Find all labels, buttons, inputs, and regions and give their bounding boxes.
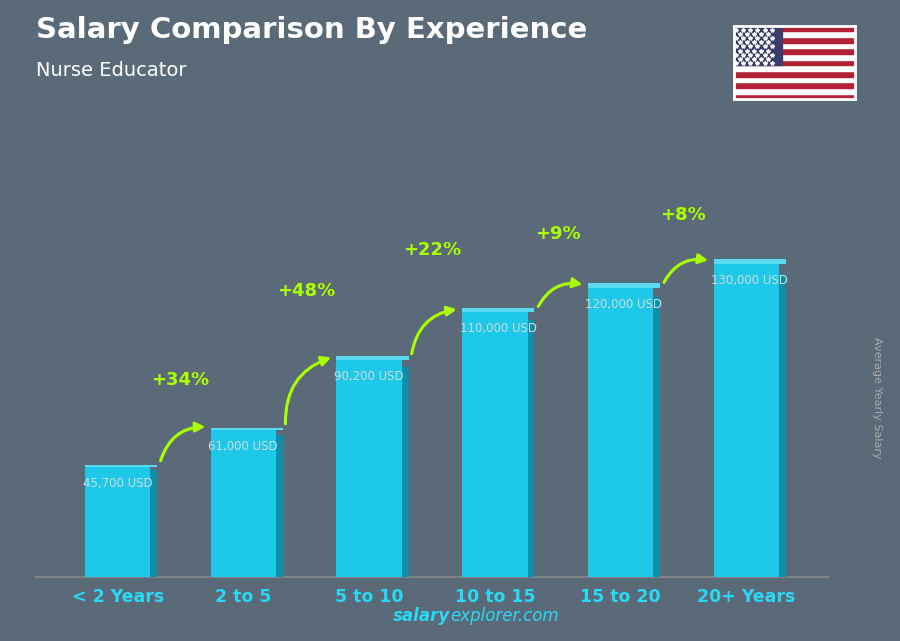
Bar	[337, 360, 401, 577]
Text: Nurse Educator: Nurse Educator	[36, 61, 186, 80]
Text: Salary Comparison By Experience: Salary Comparison By Experience	[36, 16, 587, 44]
Bar	[527, 320, 535, 577]
Bar	[588, 283, 661, 288]
Text: salary: salary	[392, 607, 450, 625]
Bar	[734, 77, 855, 82]
Bar	[734, 37, 855, 43]
Bar	[276, 435, 283, 577]
Bar	[734, 43, 855, 48]
Bar	[734, 82, 855, 88]
Bar	[85, 467, 150, 577]
Bar	[779, 274, 786, 577]
Bar	[734, 60, 855, 65]
Text: 61,000 USD: 61,000 USD	[208, 440, 278, 453]
Text: 110,000 USD: 110,000 USD	[460, 322, 536, 335]
Bar	[211, 430, 276, 577]
Text: 45,700 USD: 45,700 USD	[83, 477, 152, 490]
Text: +8%: +8%	[661, 206, 707, 224]
Bar	[734, 31, 855, 37]
Bar	[734, 65, 855, 71]
Bar	[211, 428, 283, 430]
Bar	[337, 356, 409, 360]
Bar	[714, 264, 779, 577]
Text: 130,000 USD: 130,000 USD	[711, 274, 788, 287]
Bar	[734, 54, 855, 60]
Text: +9%: +9%	[535, 226, 581, 244]
Text: +48%: +48%	[277, 282, 336, 300]
Text: +22%: +22%	[403, 241, 461, 259]
Bar	[85, 465, 158, 467]
Text: Average Yearly Salary: Average Yearly Salary	[872, 337, 883, 458]
Bar	[734, 88, 855, 94]
Text: explorer.com: explorer.com	[450, 607, 559, 625]
Bar	[734, 48, 855, 54]
Text: +34%: +34%	[151, 371, 210, 389]
Bar	[734, 26, 782, 65]
Bar	[734, 26, 855, 31]
Bar	[401, 367, 409, 577]
Bar	[734, 94, 855, 99]
Bar	[588, 288, 653, 577]
Bar	[150, 470, 158, 577]
Text: 120,000 USD: 120,000 USD	[585, 298, 662, 311]
Bar	[734, 71, 855, 77]
Bar	[714, 259, 786, 264]
Text: 90,200 USD: 90,200 USD	[334, 370, 403, 383]
Bar	[463, 313, 527, 577]
Bar	[463, 308, 535, 313]
Bar	[653, 297, 661, 577]
